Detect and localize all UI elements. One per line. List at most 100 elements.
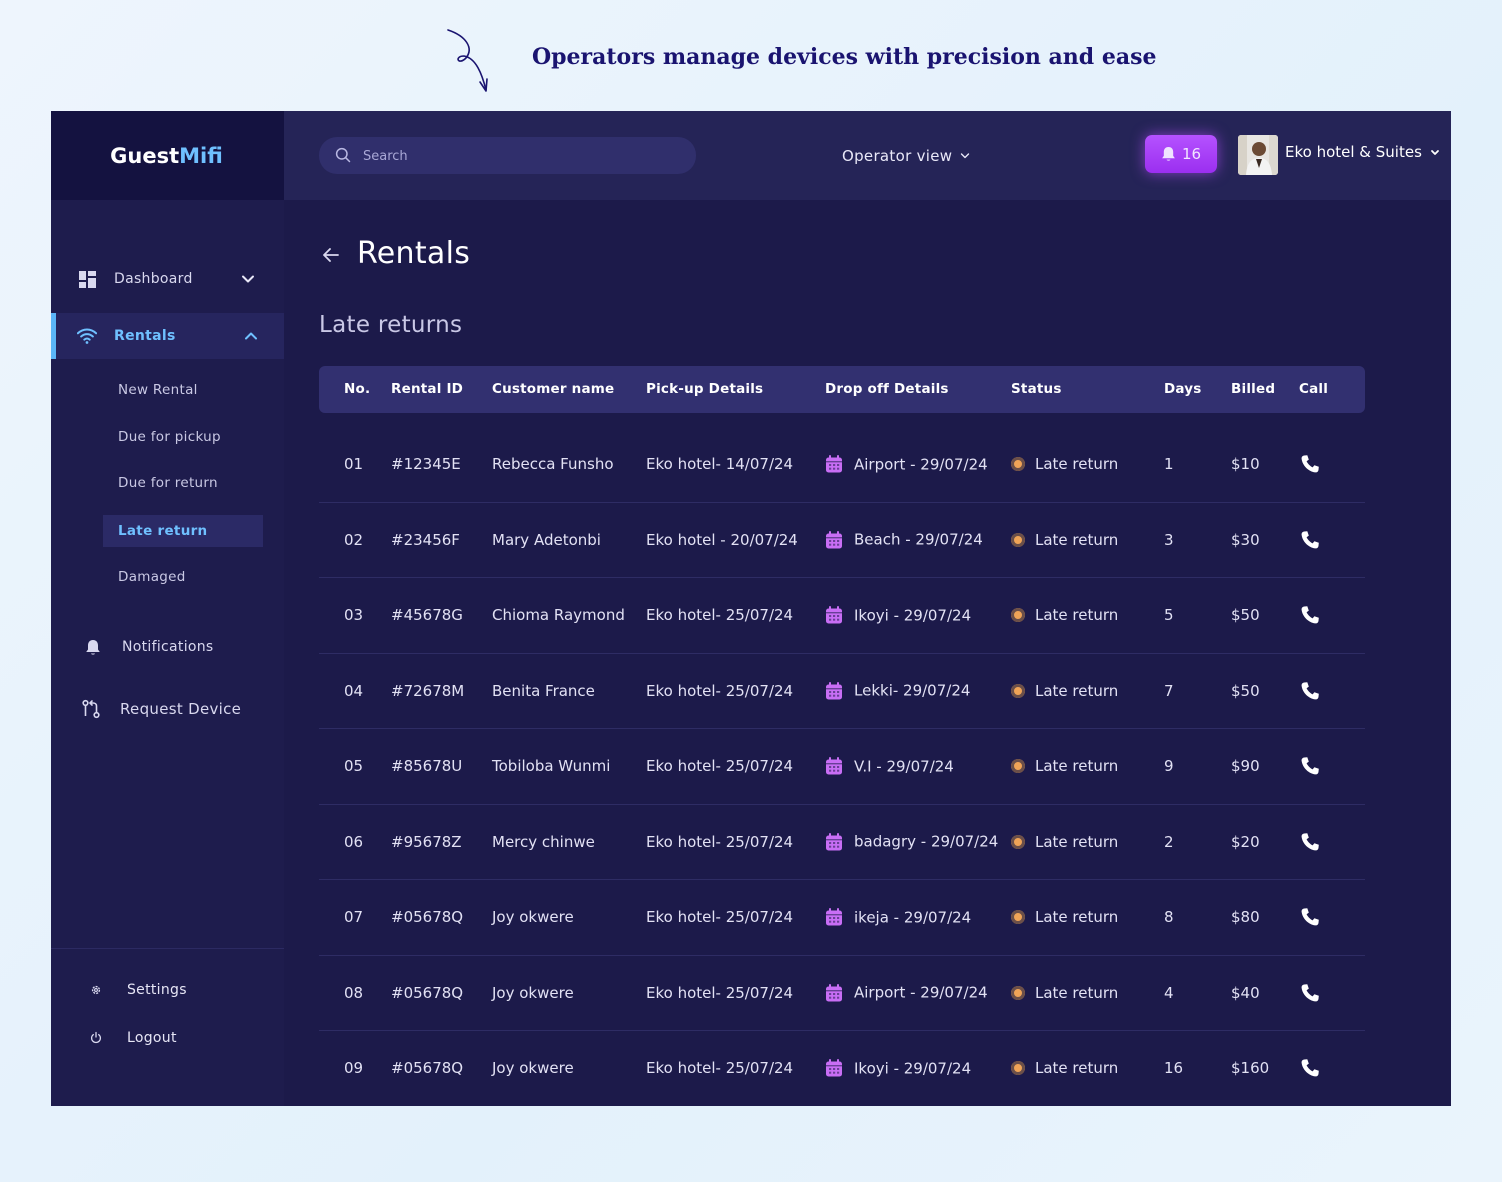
phone-icon	[1300, 756, 1320, 776]
cell-billed: $20	[1231, 832, 1260, 851]
cell-rental-id: #05678Q	[391, 983, 464, 1002]
phone-icon	[1300, 907, 1320, 927]
cell-billed: $80	[1231, 908, 1260, 927]
cell-dropoff-details: V.I - 29/07/24	[825, 757, 954, 776]
column-header-no[interactable]: No.	[344, 381, 371, 397]
back-arrow-icon[interactable]	[320, 244, 342, 266]
cell-no: 08	[344, 983, 364, 1002]
calendar-icon	[825, 455, 843, 474]
cell-no: 04	[344, 681, 364, 700]
sidebar-subitem-due-for-return[interactable]: Due for return	[118, 475, 218, 491]
column-header-customer-name[interactable]: Customer name	[492, 381, 615, 397]
call-button[interactable]	[1300, 907, 1320, 927]
dropoff-text: V.I - 29/07/24	[854, 757, 954, 776]
cell-no: 07	[344, 908, 364, 927]
account-name: Eko hotel & Suites	[1285, 143, 1422, 161]
call-button[interactable]	[1300, 681, 1320, 701]
cell-dropoff-details: Ikoyi - 29/07/24	[825, 606, 971, 625]
status-dot	[1011, 683, 1025, 698]
call-button[interactable]	[1300, 832, 1320, 852]
brand-logo-part2: Mifi	[179, 143, 223, 168]
cell-pickup-details: Eko hotel - 20/07/24	[646, 530, 798, 549]
cell-billed: $160	[1231, 1059, 1270, 1078]
call-button[interactable]	[1300, 756, 1320, 776]
caret-down-icon	[1430, 150, 1439, 155]
sidebar-item-notifications[interactable]: Notifications	[51, 624, 284, 670]
cell-days: 4	[1164, 983, 1174, 1002]
cell-rental-id: #05678Q	[391, 908, 464, 927]
column-header-days[interactable]: Days	[1164, 381, 1202, 397]
status-dot	[1011, 759, 1025, 774]
sidebar-item-rentals[interactable]: Rentals	[51, 313, 284, 359]
sidebar-item-label: Request Device	[120, 700, 242, 718]
table-row[interactable]: 04 #72678M Benita France Eko hotel- 25/07/2…	[319, 654, 1365, 729]
table-row[interactable]: 03 #45678G Chioma Raymond Eko hotel- 25/07/…	[319, 578, 1365, 654]
call-button[interactable]	[1300, 983, 1320, 1003]
column-header-status[interactable]: Status	[1011, 381, 1062, 397]
cell-days: 5	[1164, 606, 1174, 625]
cell-billed: $40	[1231, 983, 1260, 1002]
view-selector-label: Operator view	[842, 147, 953, 165]
table-row[interactable]: 02 #23456F Mary Adetonbi Eko hotel - 20/07/…	[319, 503, 1365, 578]
cell-status: Late return	[1011, 757, 1118, 775]
cell-dropoff-details: Airport - 29/07/24	[825, 455, 988, 474]
calendar-icon	[825, 530, 843, 549]
phone-icon	[1300, 1058, 1320, 1078]
table-row[interactable]: 05 #85678U Tobiloba Wunmi Eko hotel- 25/07/…	[319, 729, 1365, 805]
sidebar-subitem-late-return[interactable]: Late return	[103, 515, 263, 547]
cell-no: 05	[344, 757, 364, 776]
call-button[interactable]	[1300, 454, 1320, 474]
table-row[interactable]: 08 #05678Q Joy okwere Eko hotel- 25/07/24 Ai…	[319, 956, 1365, 1031]
column-header-pickup-details[interactable]: Pick-up Details	[646, 381, 764, 397]
power-icon	[90, 1031, 102, 1044]
dropoff-text: Airport - 29/07/24	[854, 983, 988, 1002]
sidebar-item-settings[interactable]: Settings	[51, 975, 284, 1005]
sidebar-subitem-due-for-pickup[interactable]: Due for pickup	[118, 429, 221, 445]
cell-pickup-details: Eko hotel- 25/07/24	[646, 757, 794, 776]
chevron-down-icon[interactable]	[241, 272, 255, 286]
table-header: No. Rental ID Customer name Pick-up Deta…	[319, 366, 1365, 413]
cell-dropoff-details: Beach - 29/07/24	[825, 530, 983, 549]
dropoff-text: badagry - 29/07/24	[854, 832, 999, 851]
cell-no: 03	[344, 606, 364, 625]
table-row[interactable]: 09 #05678Q Joy okwere Eko hotel- 25/07/24 Ik…	[319, 1031, 1365, 1106]
avatar[interactable]	[1238, 135, 1278, 175]
call-button[interactable]	[1300, 605, 1320, 625]
column-header-call[interactable]: Call	[1299, 381, 1329, 397]
notifications-button[interactable]: 16	[1145, 135, 1217, 173]
search-bar[interactable]	[319, 137, 696, 176]
call-button[interactable]	[1300, 530, 1320, 550]
cell-status: Late return	[1011, 606, 1118, 624]
sidebar-item-label: Logout	[127, 1030, 177, 1046]
calendar-icon	[825, 681, 843, 700]
sidebar-item-dashboard[interactable]: Dashboard	[51, 256, 284, 302]
column-header-billed[interactable]: Billed	[1231, 381, 1276, 397]
column-header-dropoff-details[interactable]: Drop off Details	[825, 381, 949, 397]
sidebar-subitem-new-rental[interactable]: New Rental	[118, 382, 198, 398]
dropoff-text: Airport - 29/07/24	[854, 455, 988, 474]
search-input[interactable]	[361, 137, 685, 176]
cell-rental-id: #45678G	[391, 606, 463, 625]
chevron-up-icon[interactable]	[244, 329, 258, 343]
sidebar-item-request-device[interactable]: Request Device	[51, 686, 284, 732]
column-header-rental-id[interactable]: Rental ID	[391, 381, 464, 397]
view-selector-dropdown[interactable]: Operator view	[842, 147, 970, 165]
call-button[interactable]	[1300, 1058, 1320, 1078]
status-badge: Late return	[1035, 681, 1119, 700]
table-row[interactable]: 07 #05678Q Joy okwere Eko hotel- 25/07/24 ik…	[319, 880, 1365, 956]
cell-customer-name: Joy okwere	[492, 908, 574, 927]
sidebar-divider	[51, 948, 284, 949]
table-row[interactable]: 01 #12345E Rebecca Funsho Eko hotel- 14/07/…	[319, 427, 1365, 503]
account-menu[interactable]: Eko hotel & Suites	[1285, 143, 1440, 161]
sidebar-item-logout[interactable]: Logout	[51, 1023, 284, 1053]
cell-customer-name: Joy okwere	[492, 983, 574, 1002]
table-row[interactable]: 06 #95678Z Mercy chinwe Eko hotel- 25/07/24…	[319, 805, 1365, 880]
cell-pickup-details: Eko hotel- 25/07/24	[646, 908, 794, 927]
calendar-icon	[825, 1059, 843, 1078]
cell-customer-name: Mary Adetonbi	[492, 530, 601, 549]
cell-status: Late return	[1011, 984, 1118, 1002]
dropoff-text: Ikoyi - 29/07/24	[854, 1059, 972, 1078]
brand-logo[interactable]: GuestMifi	[110, 144, 223, 168]
sidebar-subitem-damaged[interactable]: Damaged	[118, 569, 186, 585]
cell-days: 8	[1164, 908, 1174, 927]
